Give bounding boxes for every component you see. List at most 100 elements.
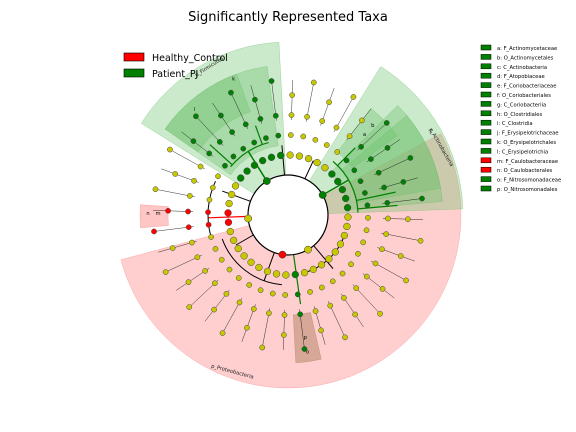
node xyxy=(197,163,204,170)
node xyxy=(242,121,249,128)
class-legend: Healthy_Control Patient_PJ xyxy=(123,52,228,80)
node xyxy=(226,266,233,273)
clade-letter-b: b xyxy=(371,123,375,129)
node xyxy=(266,310,272,317)
node xyxy=(218,256,225,263)
node xyxy=(268,78,275,84)
node xyxy=(400,179,407,185)
node xyxy=(288,112,295,118)
node xyxy=(336,240,345,248)
node xyxy=(377,310,383,317)
node xyxy=(334,177,342,186)
node xyxy=(277,151,285,160)
node xyxy=(216,139,223,145)
node xyxy=(206,196,213,203)
node xyxy=(340,231,349,240)
node xyxy=(190,138,197,144)
node xyxy=(152,186,159,193)
node xyxy=(240,145,247,152)
node xyxy=(334,149,341,155)
node xyxy=(319,118,326,124)
node xyxy=(240,252,248,260)
node xyxy=(246,282,253,288)
shade-nitrosomonadales xyxy=(292,312,322,364)
node xyxy=(312,308,319,314)
node xyxy=(250,161,259,169)
node xyxy=(162,269,169,275)
edge-spoke-6 xyxy=(357,204,398,210)
taxa-swatch-e xyxy=(480,82,492,88)
node xyxy=(313,158,321,167)
node xyxy=(300,133,307,140)
node xyxy=(151,228,157,235)
node xyxy=(251,139,258,146)
node xyxy=(255,263,263,272)
node xyxy=(360,239,367,246)
node xyxy=(237,174,245,182)
taxa-label-d: d: F_Atopobiaceae xyxy=(497,74,545,80)
node xyxy=(397,253,404,259)
taxa-swatch-d xyxy=(480,72,492,79)
chart-title: Significantly Represented Taxa xyxy=(188,10,388,25)
node xyxy=(211,306,217,313)
node xyxy=(229,129,235,135)
node xyxy=(235,275,242,281)
taxa-label-n: n: O_Caulobacterales xyxy=(497,168,553,174)
node xyxy=(344,213,352,221)
edge-spoke-12 xyxy=(313,245,334,269)
node xyxy=(331,248,339,256)
clade-letter-c: c xyxy=(429,129,432,135)
node xyxy=(342,334,348,341)
node xyxy=(186,304,193,310)
node xyxy=(286,151,294,159)
node xyxy=(304,113,310,120)
node-main-3 xyxy=(244,214,253,223)
node xyxy=(383,231,390,237)
node xyxy=(321,164,329,172)
node xyxy=(353,285,360,291)
edge-spoke-9 xyxy=(222,190,251,202)
node xyxy=(280,332,287,338)
taxa-swatch-n xyxy=(480,166,492,173)
edge-spoke-3 xyxy=(322,179,349,196)
node xyxy=(419,195,425,202)
node xyxy=(224,209,232,217)
node xyxy=(379,246,385,253)
node xyxy=(167,146,173,153)
node xyxy=(346,133,353,140)
node xyxy=(185,208,191,215)
node xyxy=(318,327,324,334)
node xyxy=(272,112,279,119)
edge-spoke-11 xyxy=(263,252,275,281)
node xyxy=(165,207,171,214)
shade-actinomycetales xyxy=(336,108,398,169)
taxa-label-m: m: F_Caulobacteraceae xyxy=(497,159,558,165)
node xyxy=(363,227,370,234)
node xyxy=(193,113,199,120)
node xyxy=(223,290,230,297)
edge-arc-4 xyxy=(221,238,282,286)
node xyxy=(258,156,267,165)
taxa-label-k: k: O_Erysipelotrichales xyxy=(497,140,556,146)
taxa-swatch-g xyxy=(480,101,492,107)
node xyxy=(272,270,281,278)
node xyxy=(300,269,309,277)
node xyxy=(287,132,294,138)
edge-spoke-14 xyxy=(304,160,314,179)
node xyxy=(364,202,371,209)
node xyxy=(205,209,211,216)
node xyxy=(355,250,361,257)
node xyxy=(328,170,336,178)
node xyxy=(169,245,176,251)
node xyxy=(318,284,325,291)
node xyxy=(309,265,318,274)
node xyxy=(227,190,236,199)
node xyxy=(326,99,332,106)
node xyxy=(325,255,333,263)
node xyxy=(206,150,213,157)
node xyxy=(297,311,304,318)
taxa-swatch-k xyxy=(480,138,492,145)
node xyxy=(365,214,371,221)
node xyxy=(231,182,240,190)
taxa-swatch-b xyxy=(480,54,492,60)
